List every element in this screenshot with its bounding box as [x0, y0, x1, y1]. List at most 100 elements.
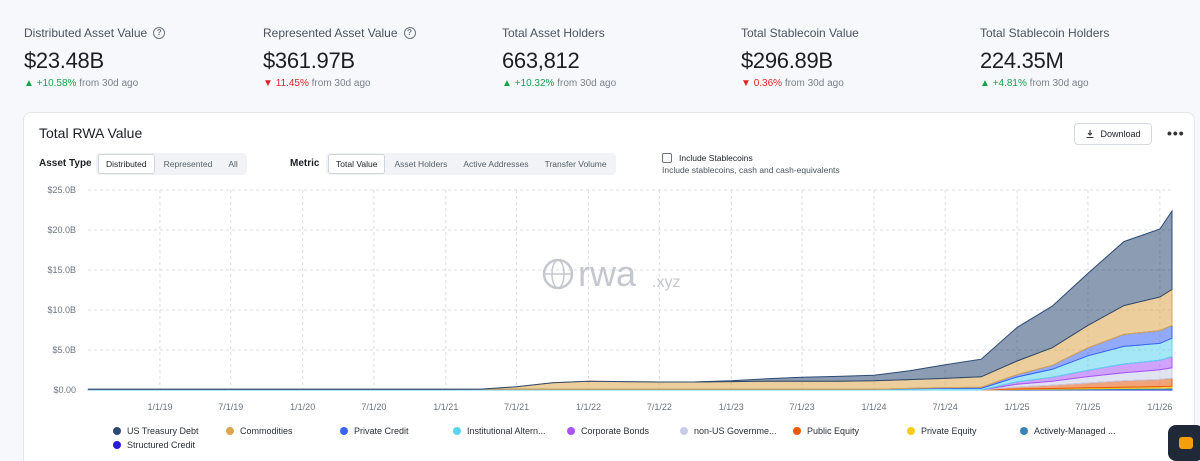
include-stablecoins-sublabel: Include stablecoins, cash and cash-equiv…: [662, 165, 840, 175]
stat-represented-asset-value: Represented Asset Value? $361.97B ▼ 11.4…: [263, 26, 416, 89]
x-axis: 1/1/19 7/1/19 1/1/20 7/1/20 1/1/21 7/1/21 1/1/…: [147, 402, 1172, 412]
metric-option-asset-holders[interactable]: Asset Holders: [394, 159, 448, 169]
stat-delta-suffix: from 30d ago: [1029, 78, 1089, 89]
legend-label: non-US Governme...: [694, 426, 777, 436]
asset-type-label: Asset Type: [39, 158, 92, 169]
legend-dot-icon: [1020, 427, 1028, 435]
more-options-icon[interactable]: •••: [1167, 125, 1185, 141]
delta-arrow-down-icon: ▼: [741, 78, 751, 89]
asset-type-option-distributed[interactable]: Distributed: [98, 154, 155, 174]
stat-value: $296.89B: [741, 48, 833, 73]
stat-label: Represented Asset Value: [263, 26, 398, 40]
legend-item-commodities[interactable]: Commodities: [226, 426, 293, 436]
include-stablecoins-checkbox[interactable]: [662, 153, 672, 163]
x-tick-label: 7/1/25: [1075, 402, 1100, 412]
stat-delta-suffix: from 30d ago: [79, 78, 139, 89]
legend-item-actively-managed[interactable]: Actively-Managed ...: [1020, 426, 1116, 436]
x-tick-label: 1/1/22: [576, 402, 601, 412]
x-tick-label: 7/1/19: [218, 402, 243, 412]
stat-delta-suffix: from 30d ago: [311, 78, 371, 89]
watermark-brand: rwa: [578, 253, 637, 294]
stat-label: Total Asset Holders: [502, 26, 605, 40]
stat-value: $361.97B: [263, 48, 355, 73]
legend-item-private-credit[interactable]: Private Credit: [340, 426, 409, 436]
help-icon[interactable]: ?: [153, 27, 166, 39]
legend-label: Commodities: [240, 426, 293, 436]
legend-label: US Treasury Debt: [127, 426, 199, 436]
metric-option-active-addresses[interactable]: Active Addresses: [463, 159, 529, 169]
legend-label: Actively-Managed ...: [1034, 426, 1116, 436]
card-title: Total RWA Value: [39, 125, 143, 141]
y-axis: $0.00 $5.0B $10.0B $15.0B $20.0B $25.0B: [47, 185, 76, 395]
stat-delta: 0.36%: [753, 78, 783, 89]
stat-label: Total Stablecoin Value: [741, 26, 859, 40]
download-button[interactable]: Download: [1074, 123, 1152, 145]
legend-dot-icon: [113, 427, 121, 435]
help-icon[interactable]: ?: [403, 27, 416, 39]
download-label: Download: [1100, 129, 1141, 139]
legend-dot-icon: [226, 427, 234, 435]
legend-dot-icon: [113, 441, 121, 449]
legend-item-non-us-governme[interactable]: non-US Governme...: [680, 426, 777, 436]
asset-type-segmented-control: Distributed Represented All: [96, 153, 247, 175]
legend-item-corporate-bonds[interactable]: Corporate Bonds: [567, 426, 649, 436]
stat-distributed-asset-value: Distributed Asset Value? $23.48B ▲ +10.5…: [24, 26, 166, 89]
x-tick-label: 1/1/20: [290, 402, 315, 412]
legend-label: Corporate Bonds: [581, 426, 650, 436]
asset-type-option-all[interactable]: All: [228, 159, 238, 169]
stat-total-stablecoin-holders: Total Stablecoin Holders 224.35M ▲ +4.81…: [980, 26, 1109, 89]
stat-delta-suffix: from 30d ago: [784, 78, 844, 89]
include-stablecoins-label: Include Stablecoins: [679, 153, 753, 163]
total-rwa-value-card: Total RWA Value Download ••• Asset Type …: [23, 112, 1195, 461]
metric-option-total-value[interactable]: Total Value: [328, 154, 386, 174]
y-tick-label: $20.0B: [47, 225, 76, 235]
stat-label: Distributed Asset Value: [24, 26, 148, 40]
download-icon: [1086, 130, 1094, 139]
stat-value: $23.48B: [24, 48, 104, 73]
stat-value: 224.35M: [980, 48, 1064, 73]
legend-label: Structured Credit: [127, 440, 196, 450]
delta-arrow-up-icon: ▲: [980, 78, 990, 89]
x-tick-label: 7/1/22: [647, 402, 672, 412]
legend-dot-icon: [340, 427, 348, 435]
x-tick-label: 1/1/19: [147, 402, 172, 412]
stat-total-stablecoin-value: Total Stablecoin Value $296.89B ▼ 0.36% …: [741, 26, 859, 89]
x-tick-label: 7/1/24: [933, 402, 958, 412]
stat-value: 663,812: [502, 48, 580, 73]
stat-delta: +4.81%: [992, 78, 1027, 89]
chat-icon: [1179, 437, 1193, 449]
delta-arrow-down-icon: ▼: [263, 78, 273, 89]
legend-item-private-equity[interactable]: Private Equity: [907, 426, 977, 436]
x-tick-label: 1/1/25: [1005, 402, 1030, 412]
legend-item-institutional-altern[interactable]: Institutional Altern...: [453, 426, 546, 436]
rwa-watermark: rwa .xyz: [542, 253, 680, 294]
y-tick-label: $15.0B: [47, 265, 76, 275]
asset-type-option-represented[interactable]: Represented: [163, 159, 213, 169]
y-tick-label: $0.00: [53, 385, 76, 395]
legend-label: Institutional Altern...: [467, 426, 546, 436]
legend-dot-icon: [680, 427, 688, 435]
legend-item-us-treasury-debt[interactable]: US Treasury Debt: [113, 426, 199, 436]
x-tick-label: 7/1/21: [504, 402, 529, 412]
legend-dot-icon: [567, 427, 575, 435]
y-tick-label: $5.0B: [52, 345, 76, 355]
x-tick-label: 7/1/23: [790, 402, 815, 412]
x-tick-label: 1/1/21: [433, 402, 458, 412]
x-tick-label: 1/1/24: [862, 402, 887, 412]
stat-delta: 11.45%: [275, 78, 309, 89]
legend-dot-icon: [793, 427, 801, 435]
stat-label: Total Stablecoin Holders: [980, 26, 1110, 40]
chart-areas: [87, 209, 1173, 391]
x-tick-label: 1/1/26: [1147, 402, 1172, 412]
metric-option-transfer-volume[interactable]: Transfer Volume: [544, 159, 607, 169]
legend-label: Private Equity: [921, 426, 977, 436]
legend-item-structured-credit[interactable]: Structured Credit: [113, 440, 195, 450]
x-tick-label: 1/1/23: [719, 402, 744, 412]
stats-bar: Distributed Asset Value? $23.48B ▲ +10.5…: [0, 0, 1200, 104]
metric-label: Metric: [290, 158, 320, 169]
legend-item-public-equity[interactable]: Public Equity: [793, 426, 859, 436]
chat-support-button[interactable]: [1168, 425, 1200, 461]
metric-segmented-control: Total Value Asset Holders Active Address…: [326, 153, 616, 175]
stat-delta: +10.32%: [514, 78, 555, 89]
area-us-treasury-debt[interactable]: [88, 209, 1173, 390]
